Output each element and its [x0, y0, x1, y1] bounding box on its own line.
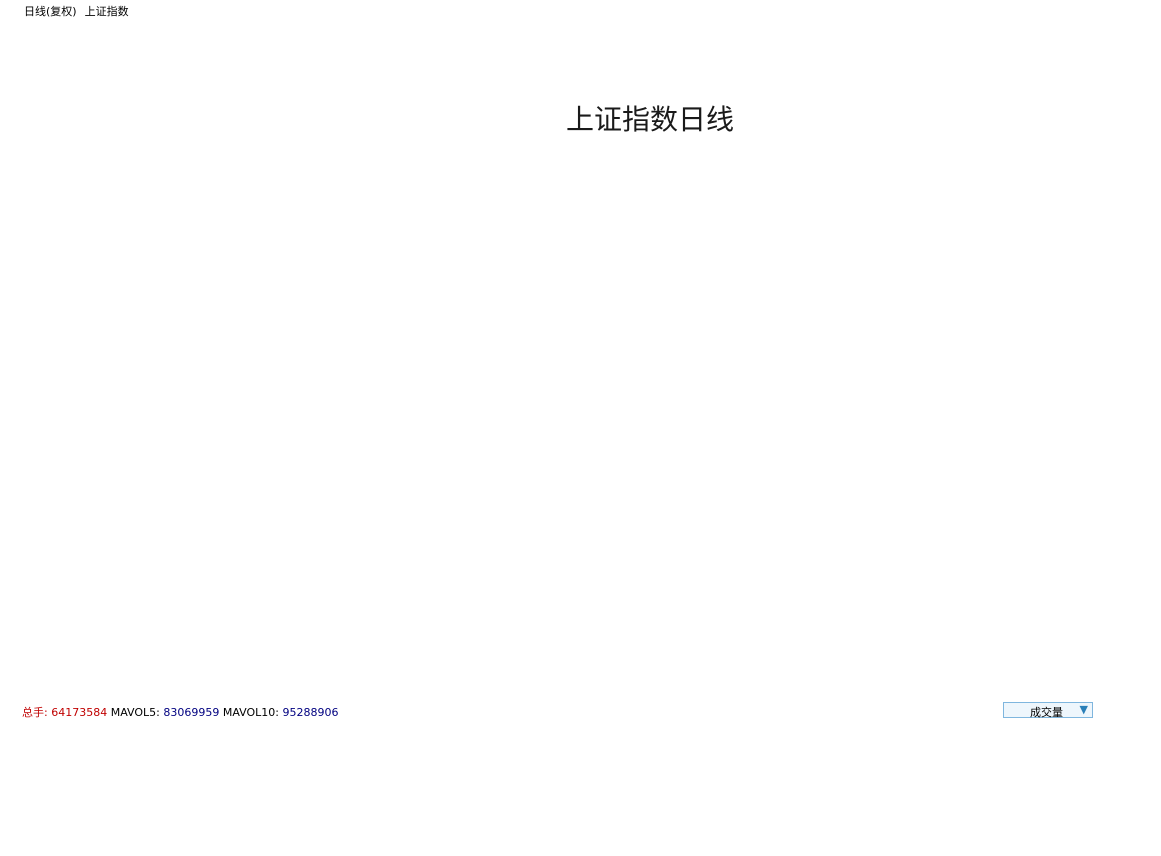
volume-header: 总手: 64173584 MAVOL5: 83069959 MAVOL10: 9…	[22, 704, 339, 720]
total-volume-value: 64173584	[51, 706, 108, 719]
mavol5-value: 83069959	[163, 706, 220, 719]
mavol10-value: 95288906	[282, 706, 339, 719]
instrument-label: 上证指数	[84, 5, 129, 18]
indicator-selector-dropdown[interactable]: 成交量 ▼	[1003, 702, 1093, 719]
chart-header: 日线(复权) 上证指数	[24, 3, 137, 19]
indicator-selector-label: 成交量	[1030, 706, 1063, 719]
mavol5-label: MAVOL5:	[110, 706, 160, 719]
period-label: 日线(复权)	[24, 5, 77, 18]
mavol10-label: MAVOL10:	[222, 706, 279, 719]
chart-title: 上证指数日线	[566, 103, 735, 136]
total-volume-label: 总手:	[22, 706, 48, 719]
chevron-down-icon[interactable]: ▼	[1079, 703, 1088, 716]
